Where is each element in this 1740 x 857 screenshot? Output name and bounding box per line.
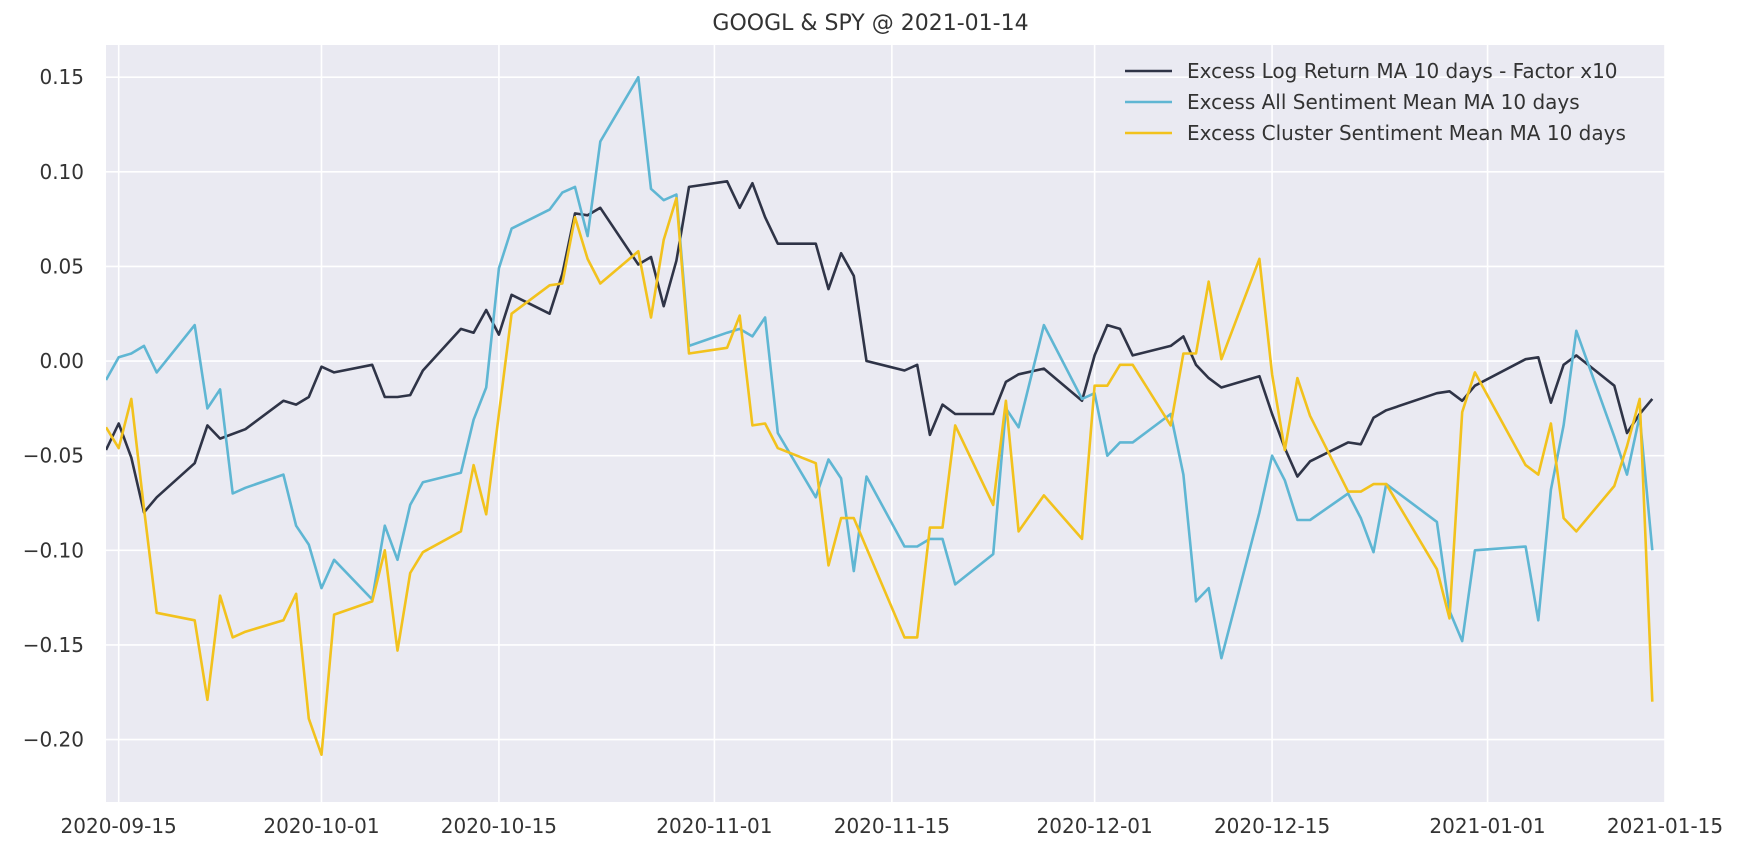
- series-line-1: [106, 180, 1654, 514]
- y-tick-label: 0.05: [39, 254, 84, 278]
- series-line-2: [106, 75, 1654, 660]
- series-line-3: [106, 197, 1654, 757]
- x-tick-label: 2020-11-15: [834, 814, 950, 838]
- series-lines: [106, 75, 1654, 757]
- x-tick-label: 2020-11-01: [656, 814, 772, 838]
- y-axis-ticks: −0.20 −0.15 −0.10 −0.05 0.00 0.05 0.10 0.15: [23, 65, 84, 751]
- legend-label: Excess Cluster Sentiment Mean MA 10 days: [1187, 121, 1626, 145]
- y-tick-label: −0.10: [23, 538, 84, 562]
- x-tick-label: 2020-12-15: [1214, 814, 1330, 838]
- y-tick-label: 0.10: [39, 160, 84, 184]
- plot-area: [106, 45, 1665, 802]
- x-axis-ticks: 2020-09-15 2020-10-01 2020-10-15 2020-11-01…: [61, 814, 1724, 838]
- chart-title: GOOGL & SPY @ 2021-01-14: [712, 11, 1028, 36]
- y-tick-label: −0.05: [23, 444, 84, 468]
- y-tick-label: −0.20: [23, 728, 84, 752]
- x-tick-label: 2021-01-01: [1429, 814, 1545, 838]
- y-tick-label: 0.15: [39, 65, 84, 89]
- x-tick-label: 2020-10-01: [263, 814, 379, 838]
- y-tick-label: 0.00: [39, 349, 84, 373]
- y-tick-label: −0.15: [23, 633, 84, 657]
- x-tick-label: 2020-09-15: [61, 814, 177, 838]
- x-tick-label: 2020-10-15: [441, 814, 557, 838]
- legend-label: Excess All Sentiment Mean MA 10 days: [1187, 90, 1580, 114]
- legend-label: Excess Log Return MA 10 days - Factor x1…: [1187, 59, 1618, 83]
- x-tick-label: 2020-12-01: [1037, 814, 1153, 838]
- x-tick-label: 2021-01-15: [1607, 814, 1723, 838]
- y-gridlines: [106, 76, 1665, 741]
- legend: Excess Log Return MA 10 days - Factor x1…: [1125, 59, 1626, 145]
